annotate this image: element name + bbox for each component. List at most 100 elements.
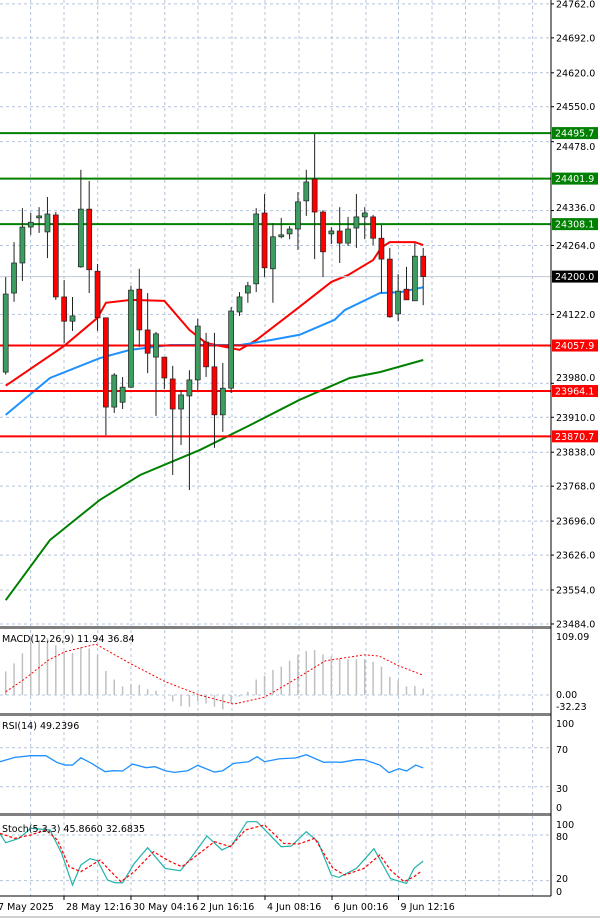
- candle-body-bull: [36, 215, 42, 219]
- candle-body-bull: [178, 394, 184, 410]
- level-price-tag: [552, 127, 598, 140]
- price-axis-label: 24264.0: [556, 241, 595, 252]
- candle-body-bear: [378, 237, 385, 260]
- macd-signal-line: [5, 643, 424, 705]
- rsi-axis-label: 70: [556, 745, 568, 756]
- candle: [261, 194, 268, 278]
- candle-body-bull: [328, 230, 335, 235]
- candle-body-bear: [61, 296, 68, 322]
- candle-body-bull: [245, 285, 251, 294]
- level-price-tag: [552, 430, 598, 443]
- panel-separator[interactable]: [0, 713, 551, 716]
- candle: [52, 212, 59, 300]
- level-price-label: 24057.9: [555, 341, 594, 352]
- candle-body-bull: [270, 236, 276, 270]
- rsi-line: [0, 754, 424, 774]
- candle-body-bull: [253, 213, 260, 285]
- candle-body-bear: [386, 258, 393, 318]
- price-axis-label: 24762.0: [556, 0, 595, 10]
- candle-body-bull: [361, 212, 368, 218]
- candle: [36, 207, 42, 233]
- price-axis-label: 23980.0: [556, 373, 595, 384]
- price-axis-label: 23768.0: [556, 482, 595, 493]
- candle-body-bull: [186, 379, 193, 397]
- stoch-axis-label: 80: [556, 832, 568, 843]
- candle: [395, 274, 401, 322]
- candle: [69, 296, 76, 331]
- candle: [186, 370, 193, 491]
- panel-separator[interactable]: [0, 813, 551, 816]
- candle: [27, 213, 34, 235]
- candle: [412, 243, 418, 302]
- time-axis-label: 30 May 04:16: [133, 902, 198, 913]
- candle-body-bear: [52, 214, 59, 298]
- stoch-signal-line: [0, 824, 422, 883]
- candle: [203, 332, 209, 378]
- candle-body-bear: [320, 211, 326, 253]
- candle: [194, 318, 201, 391]
- candle-body-bear: [136, 288, 143, 331]
- candle: [353, 194, 360, 248]
- candle: [403, 266, 410, 301]
- level-price-label: 24401.9: [555, 174, 594, 185]
- macd-axis-label: 109.09: [556, 632, 589, 643]
- candle-body-bull: [2, 293, 9, 373]
- macd-axis-label: -32.23: [556, 702, 587, 713]
- time-axis-label: 27 May 2025: [0, 902, 54, 913]
- candle: [111, 373, 118, 413]
- candle: [61, 279, 68, 344]
- candle-body-bull: [219, 387, 226, 416]
- candle-body-bear: [144, 329, 151, 354]
- price-axis-label: 23484.0: [556, 619, 595, 630]
- price-axis-label: 23626.0: [556, 551, 595, 562]
- time-axis-label: 4 Jun 08:16: [267, 902, 321, 913]
- price-axis-label: 23554.0: [556, 586, 595, 597]
- candle-body-bear: [86, 208, 93, 271]
- candle: [328, 227, 335, 245]
- candle: [211, 332, 218, 448]
- candle-body-bull: [27, 221, 34, 228]
- panel-separator[interactable]: [0, 626, 551, 629]
- level-price-label: 24495.7: [555, 129, 594, 140]
- price-axis-label: 24478.0: [556, 142, 595, 153]
- candle: [270, 223, 276, 303]
- candle-body-bull: [119, 386, 126, 403]
- candle: [219, 362, 226, 432]
- candle-body-bull: [111, 374, 118, 408]
- candle: [320, 210, 326, 278]
- level-price-tag: [552, 385, 598, 398]
- rsi-title: RSI(14) 49.2396: [2, 721, 79, 732]
- candle: [153, 331, 159, 416]
- candle-body-bull: [128, 289, 134, 388]
- candle-body-bull: [153, 333, 159, 358]
- time-axis-label: 9 Jun 12:16: [401, 902, 455, 913]
- candle: [11, 242, 17, 302]
- candle-body-bull: [44, 213, 51, 233]
- candle-body-bear: [103, 317, 109, 408]
- level-price-tag: [552, 339, 598, 352]
- stoch-axis-label: 100: [556, 820, 574, 831]
- candle: [336, 207, 343, 263]
- price-axis-label: 24550.0: [556, 102, 595, 113]
- candle-body-bull: [194, 325, 201, 381]
- candle-body-bear: [261, 212, 268, 269]
- price-axis-label: 23696.0: [556, 517, 595, 528]
- price-axis-label: 24336.0: [556, 203, 595, 214]
- candle: [245, 281, 251, 303]
- macd-title: MACD(12,26,9) 11.94 36.84: [2, 634, 135, 645]
- price-axis-label: 24122.0: [556, 310, 595, 321]
- time-axis-label: 2 Jun 16:16: [200, 902, 254, 913]
- candle-body-bear: [403, 288, 410, 301]
- candle: [253, 208, 260, 293]
- level-price-label: 23964.1: [555, 387, 594, 398]
- rsi-axis-label: 100: [556, 719, 574, 730]
- candle-body-bear: [203, 341, 209, 368]
- candle-body-bull: [228, 310, 234, 389]
- candle-body-bull: [353, 216, 360, 229]
- candle-body-bear: [211, 366, 218, 416]
- candle: [103, 317, 109, 436]
- level-price-tag: [552, 172, 598, 185]
- macd-axis-label: 0.00: [556, 690, 577, 701]
- candle: [44, 196, 51, 259]
